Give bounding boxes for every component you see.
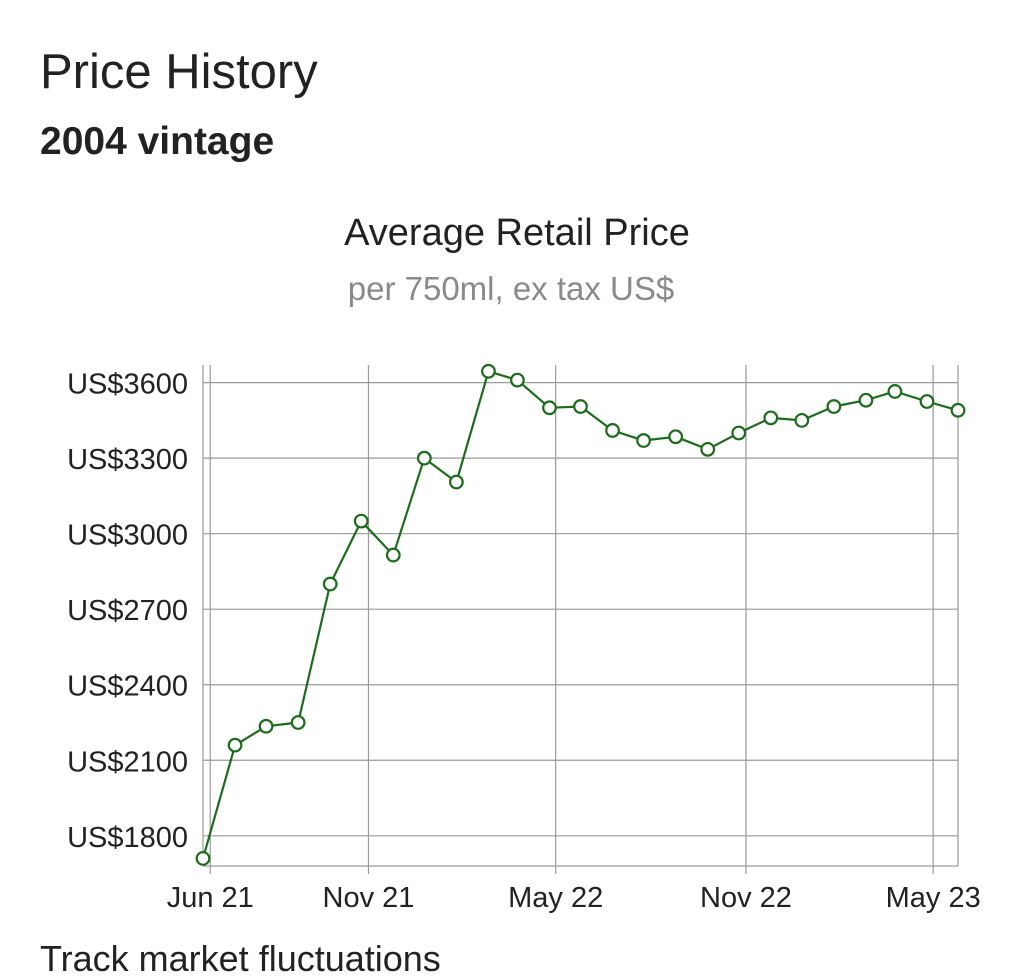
chart-series (195, 363, 966, 866)
series-line (201, 370, 959, 859)
x-tick-label: Jun 21 (167, 882, 254, 914)
chart-axes: US$1800 US$2100 US$2400 US$2700 US$3000 US$33… (67, 365, 981, 914)
y-tick-label: US$1800 (67, 822, 188, 854)
data-point (887, 384, 903, 399)
data-point (290, 715, 306, 730)
chart-title: Average Retail Price (344, 212, 690, 254)
data-point (668, 429, 684, 445)
data-point (353, 513, 369, 529)
vintage-subtitle: 2004 vintage (40, 120, 275, 163)
y-tick-label: US$3300 (67, 444, 188, 476)
page-title: Price History (40, 45, 318, 99)
data-point (573, 399, 588, 414)
data-point (195, 851, 211, 866)
footer-text: Track market fluctuations (40, 938, 441, 979)
y-tick-label: US$2100 (67, 746, 188, 778)
data-point (385, 547, 401, 563)
data-point (794, 412, 810, 428)
chart-grid (203, 365, 958, 874)
x-tick-label: Nov 22 (700, 882, 792, 914)
data-point (950, 402, 966, 418)
price-chart: US$1800 US$2100 US$2400 US$2700 US$3000 US$33… (67, 363, 981, 914)
data-point (700, 441, 716, 457)
y-tick-label: US$3000 (67, 520, 188, 552)
data-point (481, 363, 496, 379)
data-point (448, 474, 464, 490)
x-tick-label: May 22 (508, 882, 603, 914)
y-tick-label: US$3600 (67, 369, 188, 401)
data-point (858, 392, 874, 408)
data-point (605, 423, 620, 438)
data-point (826, 399, 842, 414)
y-tick-label: US$2700 (67, 595, 188, 627)
data-point (258, 718, 274, 734)
data-point (227, 737, 243, 753)
x-tick-label: Nov 21 (323, 882, 415, 914)
data-point (510, 372, 525, 388)
data-point (763, 410, 779, 426)
data-point (322, 576, 338, 592)
data-point (416, 450, 432, 466)
chart-subtitle: per 750ml, ex tax US$ (347, 270, 675, 307)
data-point (731, 425, 747, 441)
y-tick-label: US$2400 (67, 671, 188, 703)
data-point (636, 433, 651, 448)
data-point (919, 394, 935, 409)
x-tick-label: May 23 (886, 882, 981, 914)
data-point (542, 400, 557, 416)
